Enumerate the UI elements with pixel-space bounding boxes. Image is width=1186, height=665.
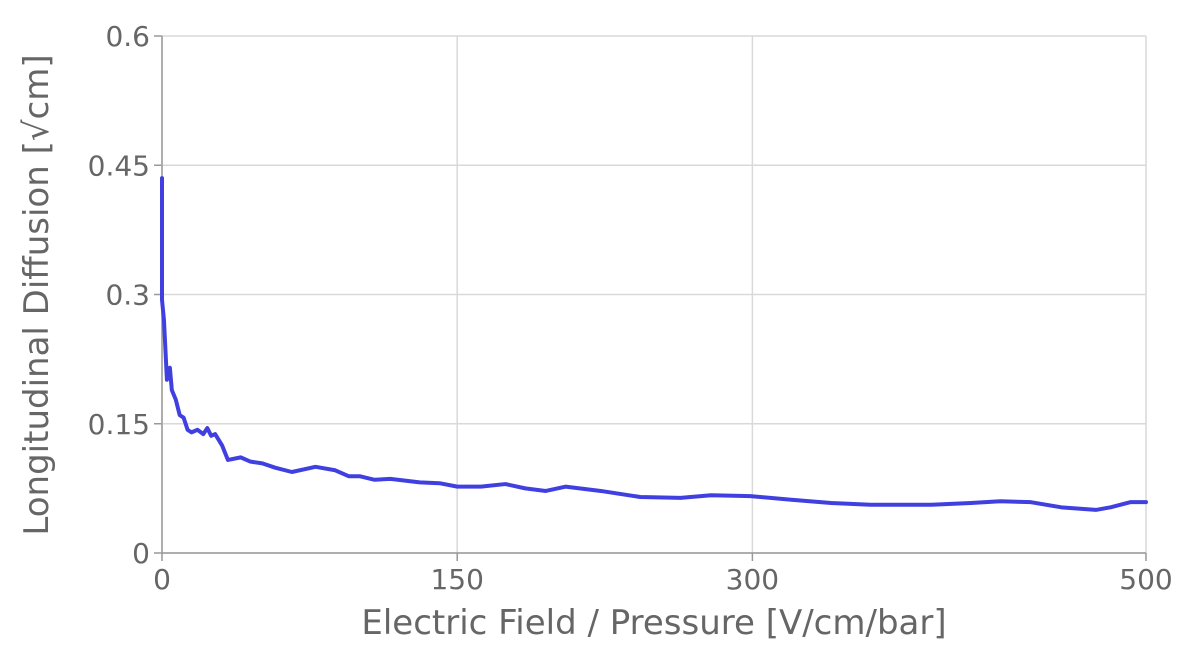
y-tick-label: 0.3 — [105, 279, 150, 312]
y-tick-label: 0.15 — [88, 408, 150, 441]
y-tick-label: 0.6 — [105, 20, 150, 53]
x-tick-label: 150 — [430, 563, 483, 596]
y-tick-label: 0 — [132, 537, 150, 570]
x-axis-label: Electric Field / Pressure [V/cm/bar] — [361, 603, 946, 643]
y-axis-label: Longitudinal Diffusion [√cm] — [17, 54, 57, 535]
data-line — [160, 176, 1148, 512]
x-tick-label: 0 — [153, 563, 171, 596]
y-tick-label: 0.45 — [88, 149, 150, 182]
x-tick-label: 300 — [726, 563, 779, 596]
x-tick-label: 500 — [1119, 563, 1172, 596]
